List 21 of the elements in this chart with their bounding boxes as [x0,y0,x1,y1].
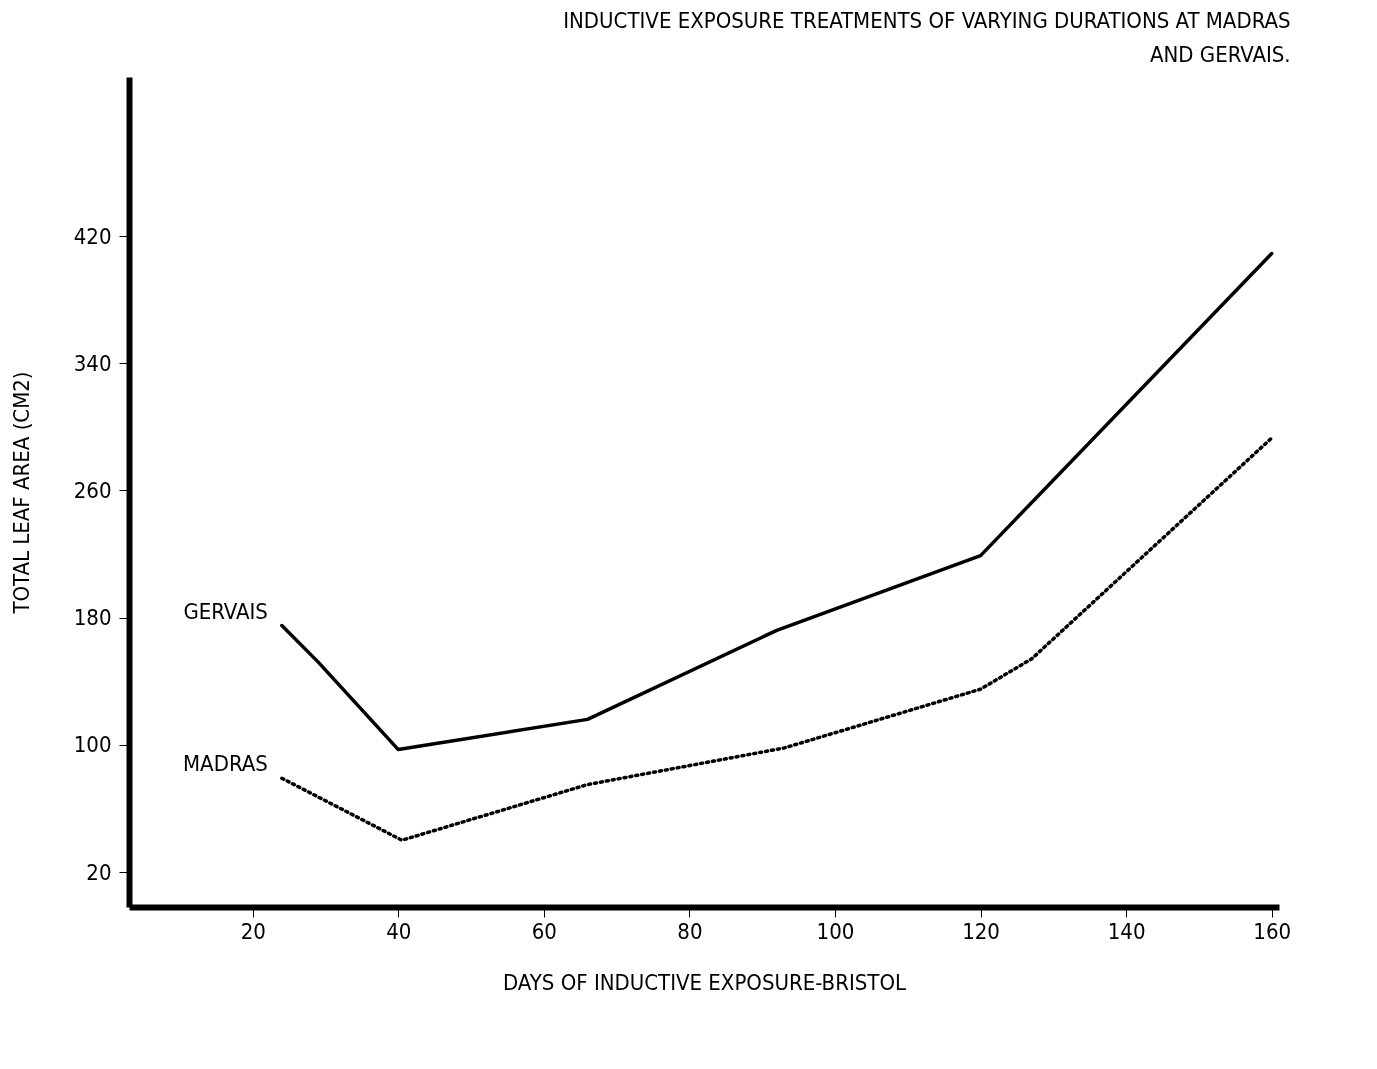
x-tick-label: 160 [1253,918,1292,944]
x-tick-label: 140 [1107,918,1146,944]
y-tick-label: 20 [86,859,112,885]
line-series [280,251,1274,752]
line-series [280,436,1274,842]
x-tick-label: 60 [531,918,557,944]
y-axis-title: TOTAL LEAF AREA (CM2) [8,371,34,615]
y-tick-label: 100 [73,732,112,758]
series-label: GERVAIS [183,598,268,624]
x-tick-label: 40 [386,918,412,944]
y-tick-label: 420 [73,223,112,249]
x-tick-label: 20 [240,918,266,944]
series-label: MADRAS [183,751,268,777]
y-tick-label: 340 [73,350,112,376]
x-tick-label: 100 [816,918,855,944]
x-tick-label: 80 [677,918,703,944]
x-tick-label: 120 [962,918,1000,944]
y-tick-label: 180 [73,605,112,631]
y-tick-label: 260 [73,477,112,503]
x-axis-title: DAYS OF INDUCTIVE EXPOSURE-BRISTOL [503,969,906,995]
chart-title: INDUCTIVE EXPOSURE TREATMENTS OF VARYING DURATIONS AT MADRAS AND GERVAIS. [563,8,1291,67]
